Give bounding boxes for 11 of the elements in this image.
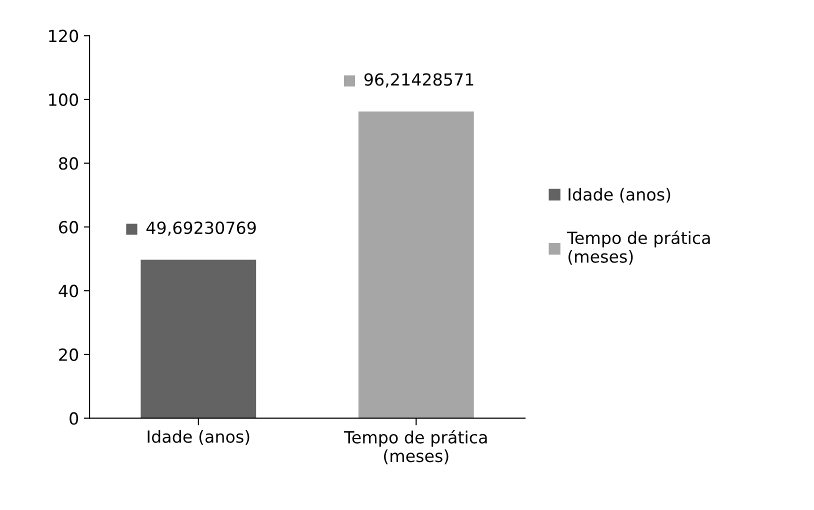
y-tick-label: 60 [59,220,78,234]
y-tick-label: 20 [59,348,78,362]
legend-label: Tempo de prática (meses) [567,230,710,265]
y-tick-label: 0 [70,412,78,425]
y-tick-label: 80 [59,157,78,170]
data-label: 49,69230769 [146,221,256,236]
y-tick-label: 120 [49,30,78,42]
legend-label: Idade (anos) [568,188,670,203]
y-tick-label: 100 [49,93,78,106]
y-tick-label: 40 [58,284,78,298]
data-label: 96,21428571 [364,73,474,88]
